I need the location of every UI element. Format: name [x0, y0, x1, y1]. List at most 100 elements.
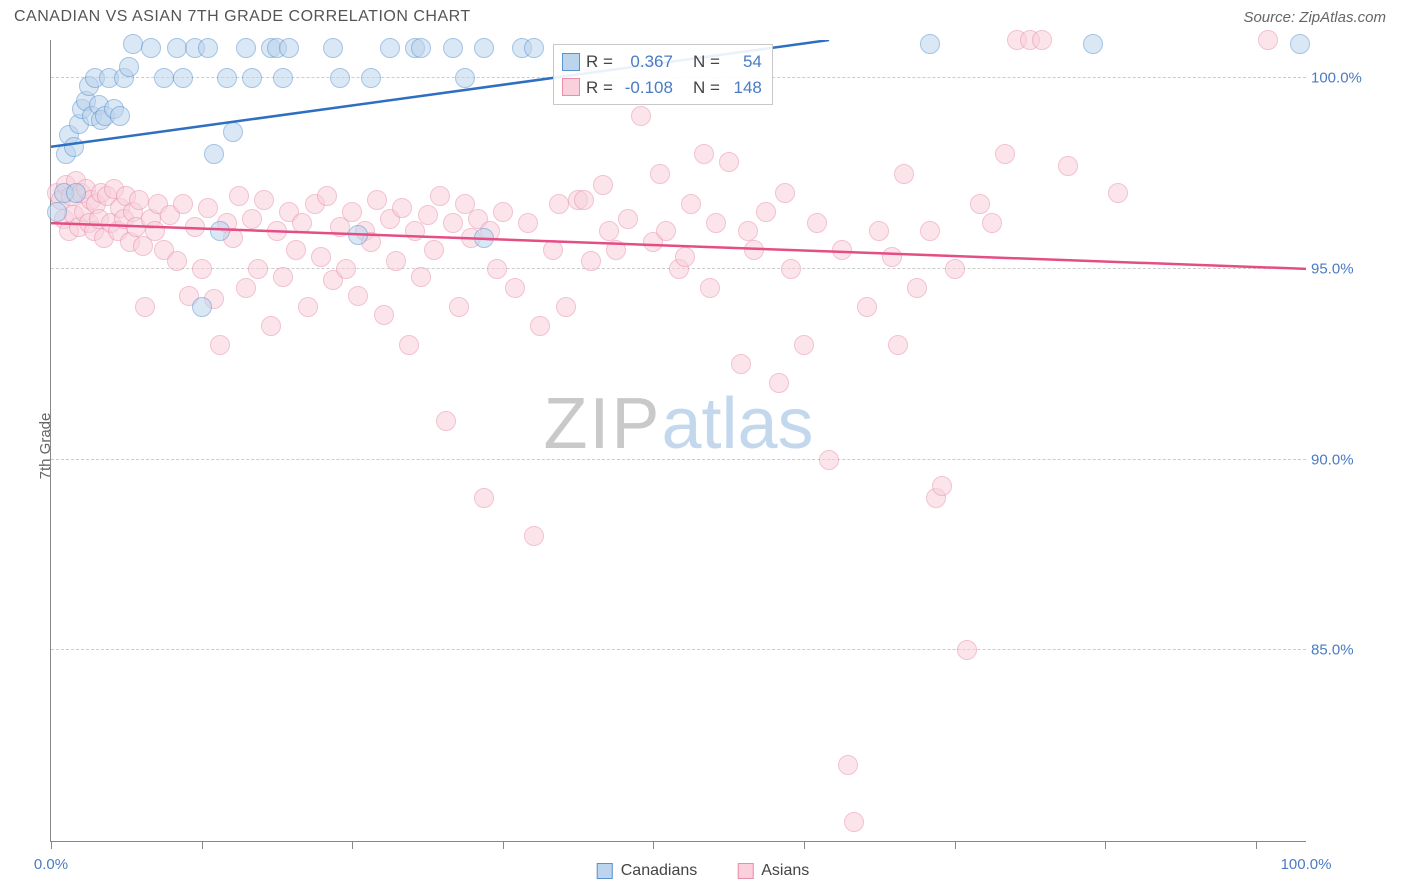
scatter-point-asian [317, 186, 337, 206]
scatter-point-asian [59, 221, 79, 241]
scatter-point-asian [69, 217, 89, 237]
scatter-point-canadian [47, 202, 67, 222]
scatter-point-asian [173, 194, 193, 214]
scatter-point-asian [292, 213, 312, 233]
scatter-point-asian [599, 221, 619, 241]
scatter-point-asian [135, 297, 155, 317]
scatter-point-asian [945, 259, 965, 279]
scatter-point-asian [430, 186, 450, 206]
r-value-canadians: 0.367 [619, 49, 673, 75]
scatter-point-canadian [323, 38, 343, 58]
scatter-point-asian [273, 267, 293, 287]
gridline-h [51, 459, 1306, 460]
scatter-point-asian [1032, 30, 1052, 50]
legend-swatch-icon [737, 863, 753, 879]
scatter-point-asian [1108, 183, 1128, 203]
scatter-point-asian [286, 240, 306, 260]
scatter-point-asian [574, 190, 594, 210]
scatter-point-asian [844, 812, 864, 832]
scatter-point-asian [392, 198, 412, 218]
scatter-point-canadian [54, 183, 74, 203]
scatter-point-asian [54, 209, 74, 229]
scatter-point-canadian [474, 38, 494, 58]
scatter-point-canadian [210, 221, 230, 241]
x-tick [202, 841, 203, 849]
scatter-point-asian [405, 221, 425, 241]
scatter-point-asian [669, 259, 689, 279]
watermark-zip: ZIP [543, 384, 661, 464]
scatter-point-canadian [330, 68, 350, 88]
x-tick-label-left: 0.0% [34, 856, 68, 873]
scatter-point-asian [1020, 30, 1040, 50]
scatter-point-canadian [261, 38, 281, 58]
scatter-point-asian [311, 247, 331, 267]
scatter-point-asian [675, 247, 695, 267]
scatter-point-canadian [66, 183, 86, 203]
scatter-point-asian [982, 213, 1002, 233]
scatter-point-asian [957, 640, 977, 660]
scatter-point-canadian [104, 99, 124, 119]
scatter-point-asian [505, 278, 525, 298]
scatter-point-canadian [56, 144, 76, 164]
scatter-point-asian [374, 305, 394, 325]
scatter-point-asian [618, 209, 638, 229]
scatter-point-asian [694, 144, 714, 164]
scatter-point-asian [869, 221, 889, 241]
scatter-point-asian [148, 194, 168, 214]
scatter-point-asian [530, 316, 550, 336]
scatter-point-canadian [411, 38, 431, 58]
scatter-point-asian [160, 205, 180, 225]
scatter-point-asian [769, 373, 789, 393]
scatter-point-canadian [348, 225, 368, 245]
scatter-point-asian [920, 221, 940, 241]
scatter-point-asian [631, 106, 651, 126]
scatter-point-asian [129, 190, 149, 210]
x-tick [352, 841, 353, 849]
gridline-h [51, 268, 1306, 269]
scatter-point-canadian [361, 68, 381, 88]
scatter-point-canadian [82, 106, 102, 126]
scatter-point-asian [744, 240, 764, 260]
scatter-point-asian [888, 335, 908, 355]
legend-item-canadians: Canadians [597, 862, 698, 880]
scatter-point-asian [731, 354, 751, 374]
scatter-point-asian [838, 755, 858, 775]
r-label: R = [586, 49, 613, 75]
scatter-point-asian [86, 194, 106, 214]
x-tick-label-right: 100.0% [1281, 856, 1332, 873]
scatter-point-asian [64, 205, 84, 225]
scatter-point-asian [110, 198, 130, 218]
x-tick [51, 841, 52, 849]
watermark-atlas: atlas [661, 384, 813, 464]
scatter-point-asian [643, 232, 663, 252]
r-label: R = [586, 75, 613, 101]
scatter-point-asian [807, 213, 827, 233]
scatter-point-asian [719, 152, 739, 172]
scatter-point-canadian [236, 38, 256, 58]
scatter-point-asian [418, 205, 438, 225]
scatter-point-asian [330, 217, 350, 237]
scatter-point-canadian [192, 297, 212, 317]
scatter-point-asian [101, 213, 121, 233]
scatter-point-asian [154, 240, 174, 260]
legend-swatch-icon [597, 863, 613, 879]
scatter-point-asian [81, 190, 101, 210]
scatter-point-asian [76, 179, 96, 199]
scatter-point-asian [348, 286, 368, 306]
scatter-point-asian [79, 213, 99, 233]
scatter-point-asian [524, 526, 544, 546]
scatter-point-asian [116, 186, 136, 206]
scatter-point-asian [443, 213, 463, 233]
scatter-point-asian [210, 335, 230, 355]
scatter-point-asian [455, 194, 475, 214]
y-tick-label: 95.0% [1311, 260, 1381, 277]
scatter-point-asian [706, 213, 726, 233]
scatter-point-canadian [223, 122, 243, 142]
scatter-point-asian [681, 194, 701, 214]
scatter-point-canadian [217, 68, 237, 88]
scatter-point-canadian [380, 38, 400, 58]
scatter-point-canadian [405, 38, 425, 58]
scatter-point-asian [223, 228, 243, 248]
scatter-point-canadian [85, 68, 105, 88]
scatter-point-canadian [1290, 34, 1310, 54]
